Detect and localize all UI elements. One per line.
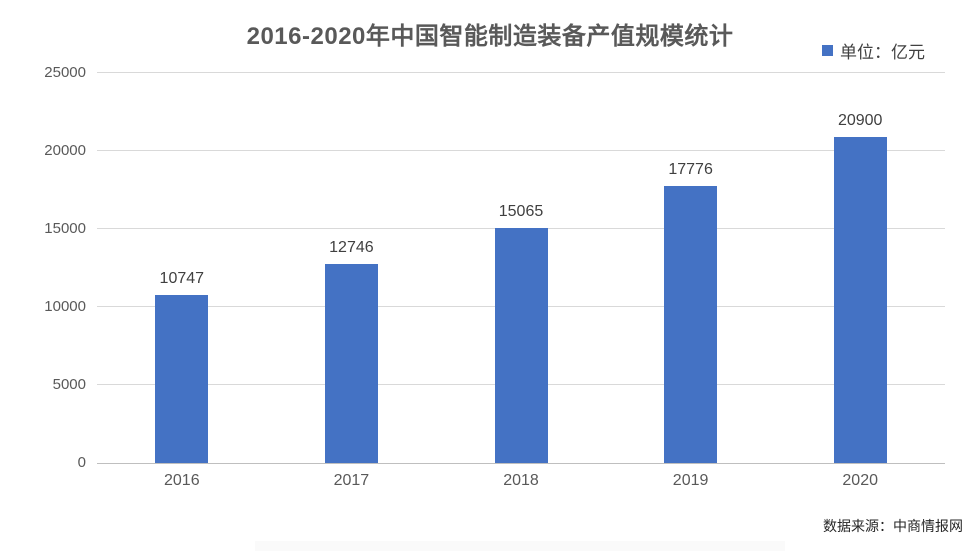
y-axis-tick-label: 25000 — [44, 64, 86, 81]
gridline — [97, 150, 945, 151]
bar-2019 — [664, 185, 718, 463]
value-label-2016: 10747 — [159, 270, 205, 288]
legend: 单位：亿元 — [822, 38, 925, 63]
gridline — [97, 72, 945, 73]
x-axis-line — [97, 463, 945, 464]
value-label-2019: 17776 — [668, 160, 713, 178]
y-axis-tick-label: 15000 — [44, 220, 86, 237]
chart-title: 2016-2020年中国智能制造装备产值规模统计 — [246, 23, 734, 50]
x-axis-tick-label-2020: 2020 — [842, 472, 878, 489]
bar-2016 — [155, 295, 209, 463]
value-label-2018: 15065 — [498, 202, 544, 220]
legend-label: 单位：亿元 — [840, 43, 925, 62]
y-axis-tick-label: 20000 — [44, 142, 86, 159]
x-axis-tick-label-2018: 2018 — [503, 472, 539, 489]
x-axis-tick-label-2017: 2017 — [333, 472, 370, 489]
bar-2018 — [494, 227, 548, 463]
x-axis-tick-label-2019: 2019 — [672, 472, 709, 489]
y-axis-tick-label: 10000 — [44, 298, 86, 315]
y-axis-tick-label: 5000 — [52, 376, 86, 393]
plot-area: 0 5000 10000 15000 20000 25000 10747 2016 12746 2… — [44, 65, 945, 489]
x-axis-tick-label-2016: 2016 — [164, 472, 200, 489]
bar-2020 — [833, 136, 887, 463]
bottom-shadow — [255, 541, 785, 551]
bar-2017 — [324, 264, 378, 463]
legend-marker-icon — [822, 45, 833, 56]
value-label-2020: 20900 — [837, 111, 883, 129]
value-label-2017: 12746 — [329, 239, 374, 257]
source-note: 数据来源：中商情报网 — [823, 518, 963, 534]
y-axis-tick-label: 0 — [77, 454, 86, 471]
